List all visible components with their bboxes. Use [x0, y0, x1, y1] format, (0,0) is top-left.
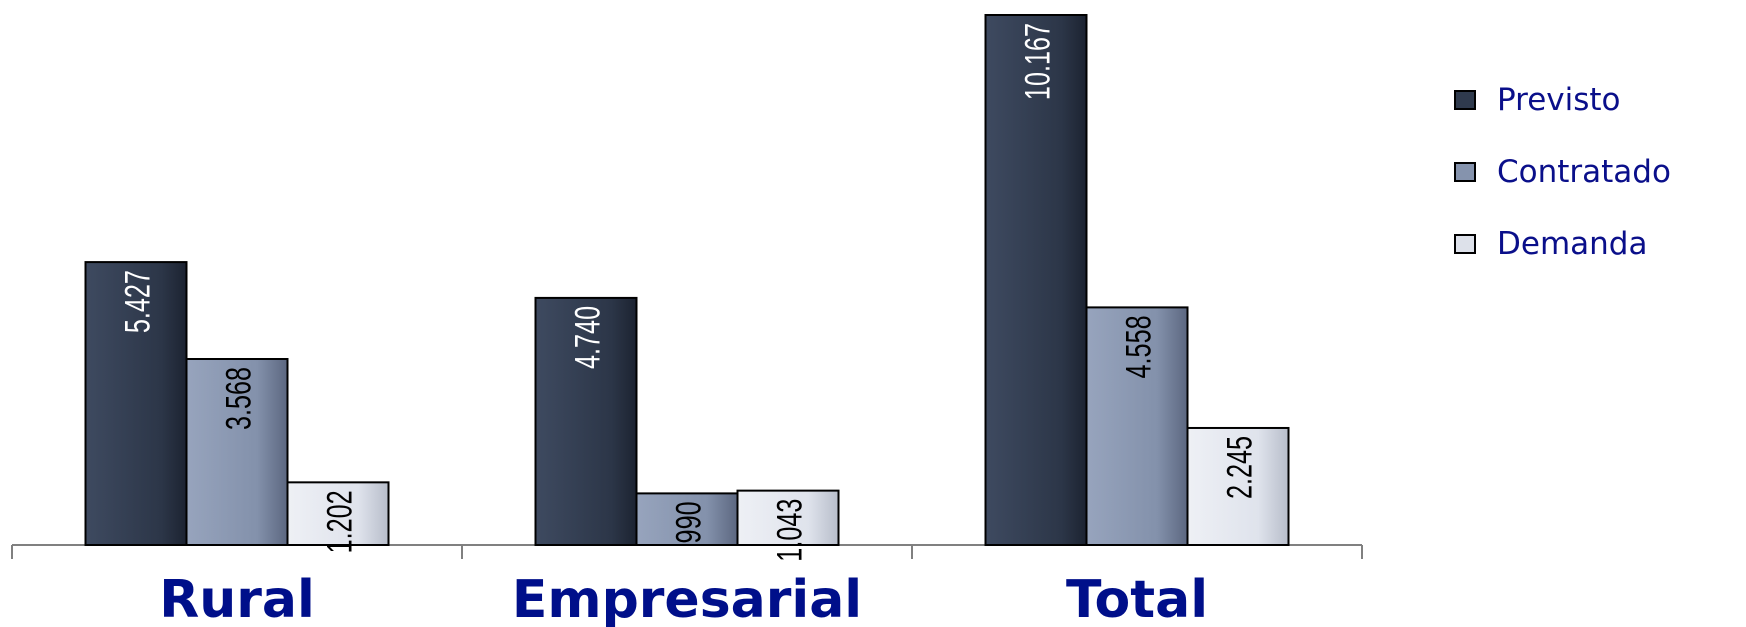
bar-value-label: 2.245: [1220, 436, 1259, 499]
legend-label-previsto: Previsto: [1497, 82, 1621, 118]
legend-swatch-demanda: [1454, 234, 1476, 254]
bar-value-label: 990: [669, 501, 708, 543]
bar-previsto-empresarial: [534, 296, 638, 546]
bar-value-label: 3.568: [219, 367, 258, 430]
bar-contratado-rural: [185, 358, 289, 546]
bar-value-label: 4.558: [1119, 315, 1158, 378]
bar-value-label: 10.167: [1018, 23, 1057, 100]
bar-value-label: 4.740: [568, 306, 607, 369]
bar-demanda-empresarial: [736, 489, 840, 547]
category-label-rural: Rural: [159, 570, 315, 627]
legend-swatch-contratado: [1454, 162, 1476, 182]
bar-contratado-total: [1085, 306, 1189, 546]
legend-label-demanda: Demanda: [1497, 226, 1647, 262]
legend: Previsto Contratado Demanda: [1454, 82, 1671, 262]
category-label-total: Total: [1066, 570, 1208, 627]
category-labels: Rural Empresarial Total: [159, 570, 1208, 627]
bar-previsto-rural: [84, 261, 188, 546]
bar-value-label: 1.043: [770, 499, 809, 562]
x-axis: [11, 544, 1363, 559]
legend-label-contratado: Contratado: [1497, 154, 1671, 190]
bar-value-label: 1.202: [320, 490, 359, 553]
category-label-empresarial: Empresarial: [512, 570, 862, 627]
bar-demanda-rural: [286, 481, 390, 547]
bar-value-label: 5.427: [118, 270, 157, 333]
bar-previsto-total: [984, 14, 1088, 546]
bar-contratado-empresarial: [635, 492, 739, 546]
legend-swatch-previsto: [1454, 90, 1476, 110]
bars: [84, 14, 1290, 547]
bar-labels: 5.427 3.568 1.202 4.740 990 1.043 10.167 4.558 2…: [118, 23, 1259, 562]
bar-demanda-total: [1186, 426, 1290, 547]
